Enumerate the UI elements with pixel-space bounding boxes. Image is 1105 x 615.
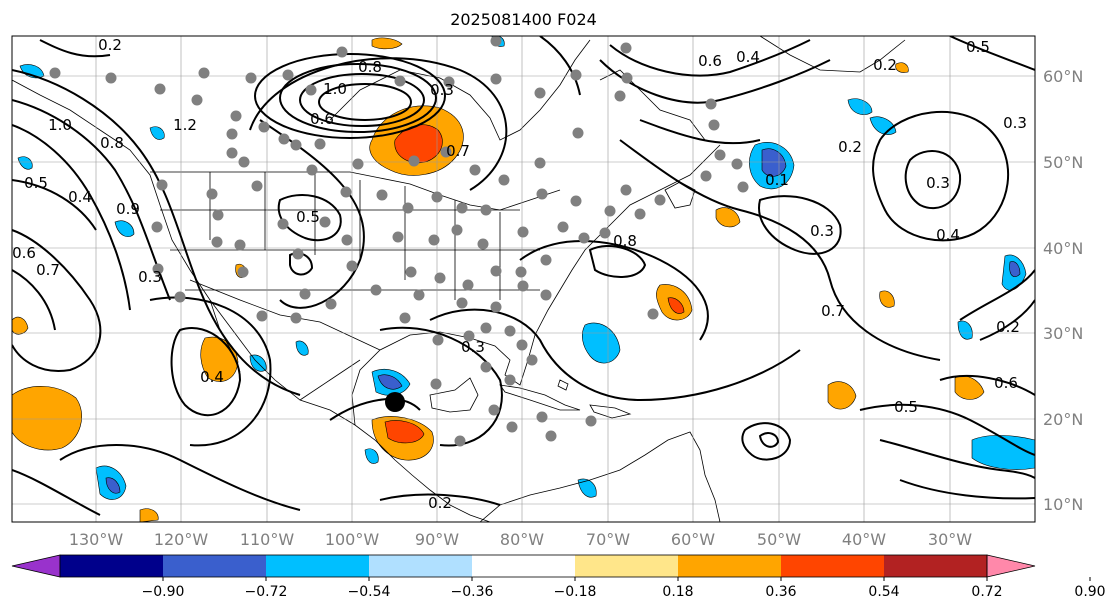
lon-label: 120°W bbox=[154, 530, 209, 549]
colorbar-tick-label: 0.72 bbox=[971, 584, 1002, 600]
graticule bbox=[12, 36, 1035, 522]
lat-label: 40°N bbox=[1043, 239, 1083, 258]
contour-label: 0.2 bbox=[98, 36, 122, 54]
colorbar-extend-high bbox=[986, 554, 1036, 578]
contour-label: 0.9 bbox=[116, 200, 140, 218]
contour-label: 0.3 bbox=[926, 174, 950, 192]
contour-label: 0.2 bbox=[428, 494, 452, 512]
colorbar-bin bbox=[678, 555, 781, 577]
lon-label: 60°W bbox=[671, 530, 715, 549]
lon-label: 50°W bbox=[757, 530, 801, 549]
contour-label: 1.0 bbox=[323, 80, 347, 98]
colorbar-bin bbox=[369, 555, 472, 577]
colorbar-tick-label: 0.36 bbox=[765, 584, 796, 600]
contour-label: 0.5 bbox=[966, 38, 990, 56]
contour-label: 0.6 bbox=[12, 244, 36, 262]
storm-center-marker bbox=[385, 392, 405, 412]
colorbar-tick-label: −0.90 bbox=[142, 584, 185, 600]
colorbar-bin bbox=[163, 555, 266, 577]
colorbar-border bbox=[59, 554, 988, 578]
colorbar-tick-label: 0.54 bbox=[868, 584, 899, 600]
contour-label: 0.8 bbox=[100, 134, 124, 152]
contour-label: 0.2 bbox=[996, 318, 1020, 336]
lon-label: 130°W bbox=[69, 530, 124, 549]
contour-label: 0.5 bbox=[894, 398, 918, 416]
colorbar-tick-label: 0.90 bbox=[1074, 584, 1105, 600]
colorbar-extend-low bbox=[11, 554, 61, 578]
colorbar-tick-label: −0.54 bbox=[348, 584, 391, 600]
coastlines bbox=[12, 36, 906, 522]
contour-label: 0.7 bbox=[36, 261, 60, 279]
contour-label: 0.7 bbox=[446, 142, 470, 160]
lon-label: 100°W bbox=[325, 530, 380, 549]
contour-label: 0.4 bbox=[936, 226, 960, 244]
colorbar-bin bbox=[266, 555, 369, 577]
contour-label: 0.4 bbox=[68, 188, 92, 206]
lon-label: 30°W bbox=[928, 530, 972, 549]
colorbar-bin bbox=[575, 555, 678, 577]
contour-label: 0.8 bbox=[613, 232, 637, 250]
contour-label: 1.0 bbox=[48, 116, 72, 134]
lon-label: 110°W bbox=[240, 530, 295, 549]
lon-label: 80°W bbox=[500, 530, 544, 549]
colorbar bbox=[11, 554, 1036, 578]
contour-label: 0.7 bbox=[821, 302, 845, 320]
contour-label: 0.3 bbox=[810, 222, 834, 240]
contour-label: 0.4 bbox=[200, 368, 224, 386]
contour-labels: 0.20.81.01.2 0.60.30.70.50.40.91.00.80.60… bbox=[12, 36, 1027, 512]
colorbar-tick-label: −0.18 bbox=[554, 584, 597, 600]
map-title: 2025081400 F024 bbox=[450, 10, 597, 29]
contour-label: 0.3 bbox=[138, 268, 162, 286]
latitude-axis: 60°N 50°N 40°N 30°N 20°N 10°N bbox=[1043, 67, 1083, 514]
lat-label: 60°N bbox=[1043, 67, 1083, 86]
contour-label: 0.1 bbox=[765, 171, 789, 189]
contour-label: 0.6 bbox=[698, 52, 722, 70]
colorbar-tick-label: −0.36 bbox=[451, 584, 494, 600]
colorbar-tick-label: 0.18 bbox=[662, 584, 693, 600]
contour-label: 0.5 bbox=[24, 174, 48, 192]
contour-lines bbox=[12, 36, 1035, 516]
lon-label: 70°W bbox=[586, 530, 630, 549]
lat-label: 20°N bbox=[1043, 410, 1083, 429]
shaded-field bbox=[12, 36, 1035, 522]
colorbar-labels: −0.90 −0.72 −0.54 −0.36 −0.18 0.18 0.36 0.54 0.7… bbox=[142, 577, 1105, 600]
lat-label: 10°N bbox=[1043, 495, 1083, 514]
colorbar-tick-label: −0.72 bbox=[245, 584, 288, 600]
longitude-axis: 130°W 120°W 110°W 100°W 90°W 80°W 70°W 6… bbox=[69, 530, 972, 549]
colorbar-bin bbox=[472, 555, 575, 577]
colorbar-bin bbox=[781, 555, 884, 577]
contour-label: 0.5 bbox=[296, 208, 320, 226]
map-area bbox=[12, 36, 1035, 522]
contour-label: 0.3 bbox=[1003, 114, 1027, 132]
lon-label: 40°W bbox=[842, 530, 886, 549]
contour-label: 0.4 bbox=[736, 48, 760, 66]
contour-label: 0.3 bbox=[461, 338, 485, 356]
station-dots bbox=[49, 36, 749, 447]
map-border bbox=[11, 35, 1036, 523]
contour-label: 0.6 bbox=[994, 374, 1018, 392]
colorbar-bin bbox=[60, 555, 163, 577]
lat-label: 30°N bbox=[1043, 324, 1083, 343]
colorbar-bin bbox=[884, 555, 987, 577]
contour-label: 0.3 bbox=[430, 81, 454, 99]
lat-label: 50°N bbox=[1043, 153, 1083, 172]
contour-label: 1.2 bbox=[173, 116, 197, 134]
contour-label: 0.2 bbox=[873, 56, 897, 74]
contour-label: 0.2 bbox=[838, 138, 862, 156]
lon-label: 90°W bbox=[415, 530, 459, 549]
contour-label: 0.8 bbox=[358, 58, 382, 76]
contour-label: 0.6 bbox=[310, 110, 334, 128]
